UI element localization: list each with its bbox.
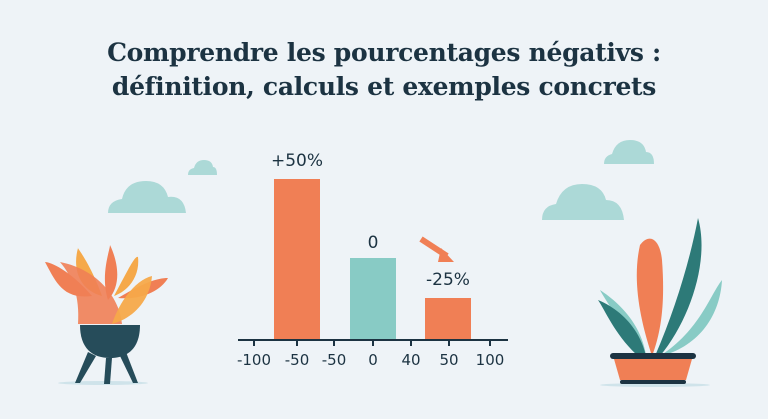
cloud-icon <box>542 184 624 220</box>
x-tick-label: -100 <box>236 351 272 369</box>
title-line-1: Comprendre les pourcentages négativs : <box>107 38 661 67</box>
arrow-down-right-icon <box>419 236 454 262</box>
page-title: Comprendre les pourcentages négativs : d… <box>0 36 768 104</box>
bar-label-negative: -25% <box>426 270 470 290</box>
x-tick-label: 100 <box>475 351 505 369</box>
x-tick-label: -50 <box>284 351 310 369</box>
x-tick-label: 50 <box>439 351 459 369</box>
plant-left-icon <box>45 245 168 385</box>
axis-ticks <box>253 340 491 346</box>
plant-right-icon <box>598 218 722 387</box>
cloud-icon <box>604 140 654 164</box>
x-tick-label: 0 <box>368 351 378 369</box>
bar-label-zero: 0 <box>367 233 379 253</box>
title-line-2: définition, calculs et exemples concrets <box>111 72 657 101</box>
bar-zero <box>350 258 396 340</box>
bar-label-positive: +50% <box>270 151 324 171</box>
cloud-icon <box>108 181 186 213</box>
bar-negative <box>425 298 471 340</box>
x-tick-label: 40 <box>401 351 421 369</box>
bar-positive <box>274 179 320 340</box>
x-tick-label: -50 <box>321 351 347 369</box>
cloud-icon <box>188 160 217 175</box>
